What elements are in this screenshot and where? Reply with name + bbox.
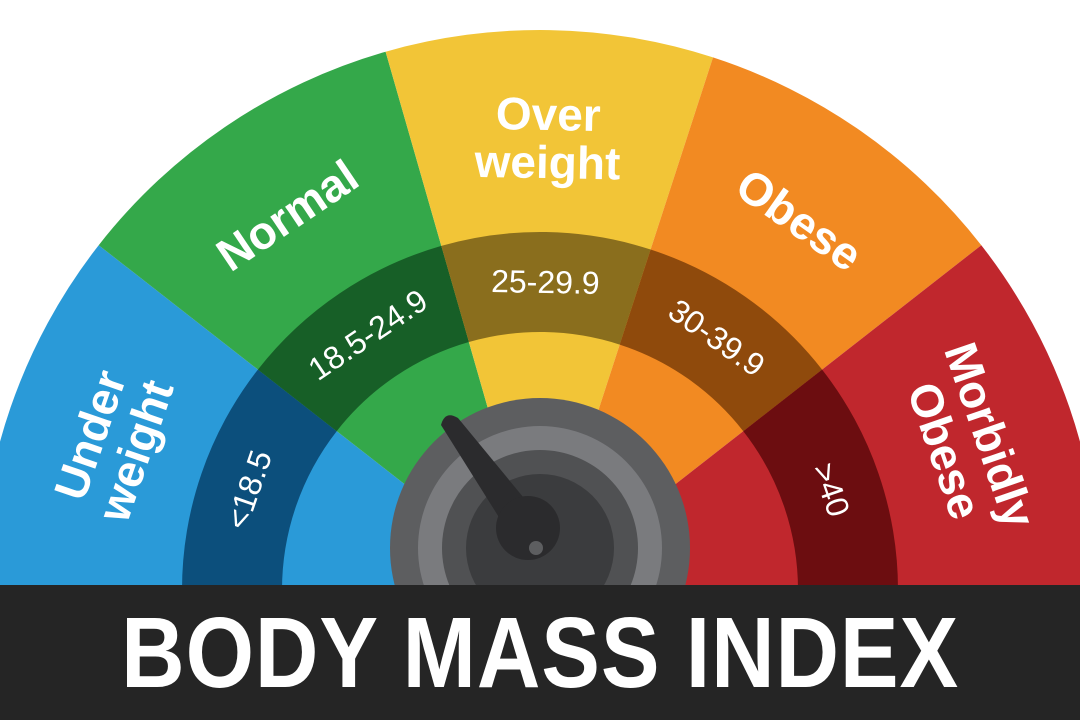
range-label-overweight: 25-29.9 [491,263,600,301]
category-label-line: Over [495,87,601,141]
gauge-range-band [182,232,898,590]
gauge-needle [441,415,560,560]
page-title: BODY MASS INDEX [121,596,959,709]
band-underweight [182,369,337,590]
category-label-morbidly-obese: MorbidlyObese [889,336,1046,550]
category-label-overweight: Overweight [473,87,621,190]
category-label-line: weight [473,135,621,190]
needle-pivot [496,496,560,560]
band-morbidly-obese [743,369,898,590]
band-obese [619,249,823,432]
needle-pivot-dot [529,541,543,555]
title-bar: BODY MASS INDEX [0,585,1080,720]
band-overweight [441,232,651,345]
band-normal [257,245,469,432]
